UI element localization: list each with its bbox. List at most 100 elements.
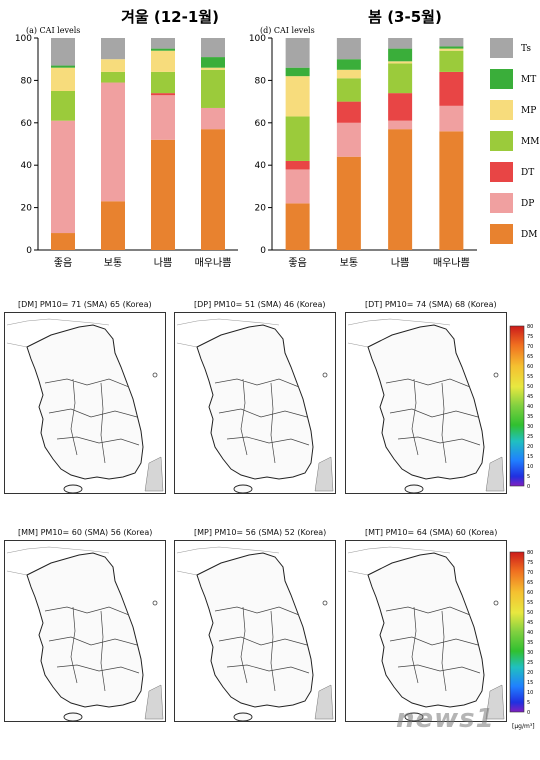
legend-swatch-dm: [490, 224, 513, 244]
map-title: [MP] PM10= 56 (SMA) 52 (Korea): [194, 528, 327, 537]
legend-label: DT: [521, 168, 534, 178]
bar-segment-mm: [201, 69, 225, 108]
bar-segment-mp: [285, 76, 310, 117]
province-lines: [214, 606, 310, 692]
bar-segment-mm: [101, 71, 125, 83]
legend-swatch-ts: [490, 38, 513, 58]
jeju-island: [63, 484, 83, 493]
korea-map: [176, 318, 334, 493]
bar-segment-dm: [285, 203, 310, 250]
bar-segment-dp: [201, 107, 225, 130]
map-title: [DP] PM10= 51 (SMA) 46 (Korea): [194, 300, 326, 309]
panel-label: (a) CAI levels: [26, 26, 80, 35]
colorbar-tick: 80: [527, 324, 533, 330]
colorbar-tick: 50: [527, 384, 533, 390]
north-outline: [6, 318, 110, 348]
korea-map: [6, 318, 164, 493]
colorbar-tick: 75: [527, 334, 533, 340]
bar-segment-mm: [336, 78, 361, 102]
ulleung-island: [493, 372, 499, 378]
winter-chart: 0 20 40 60 80 100 겨울 (12-1월) (a) CAI levels 좋음 보통…: [15, 8, 238, 269]
category-label: 보통: [340, 257, 358, 269]
colorbar-tick: 60: [527, 364, 533, 370]
japan-coast: [314, 456, 334, 492]
peninsula-outline: [26, 324, 144, 480]
jeju-island: [63, 712, 83, 721]
north-outline: [6, 546, 110, 576]
peninsula-outline: [26, 552, 144, 708]
colorbar-tick: 65: [527, 354, 533, 360]
colorbar-tick: 55: [527, 374, 533, 380]
bar-segment-mt: [388, 48, 413, 62]
colorbar-tick: 30: [527, 650, 533, 656]
ulleung-island: [152, 372, 158, 378]
colorbar-tick: 55: [527, 600, 533, 606]
japan-coast: [314, 684, 334, 720]
bar-segment-dm: [151, 139, 175, 250]
category-label: 매우나쁨: [195, 257, 232, 269]
korea-map: [347, 318, 505, 493]
peninsula-outline: [367, 324, 485, 480]
bar-segment-mt: [151, 48, 175, 51]
bar-segment-mm: [388, 63, 413, 94]
bar-segment-dp: [101, 82, 125, 202]
colorbar-tick: 35: [527, 640, 533, 646]
category-label: 보통: [104, 257, 122, 269]
north-outline: [347, 546, 451, 576]
bar-segment-dm: [51, 233, 75, 250]
map-title: [MT] PM10= 64 (SMA) 60 (Korea): [365, 528, 498, 537]
bar-segment-dm: [439, 131, 464, 250]
legend-swatch-mt: [490, 69, 513, 89]
cai-charts: 0 20 40 60 80 100 겨울 (12-1월) (a) CAI levels 좋음 보통…: [15, 8, 540, 269]
y-tick-label: 100: [15, 34, 32, 44]
province-lines: [44, 606, 140, 692]
y-tick-label: 60: [255, 119, 267, 129]
bar-segment-dm: [201, 129, 225, 250]
japan-coast: [485, 684, 505, 720]
colorbar-tick: 5: [527, 700, 530, 706]
y-tick-label: 40: [21, 161, 33, 171]
colorbar-tick: 70: [527, 570, 533, 576]
legend-swatch-mm: [490, 131, 513, 151]
colorbar-tick: 75: [527, 560, 533, 566]
bar-segment-mp: [336, 69, 361, 79]
spring-chart: 0 20 40 60 80 100 봄 (3-5월) (d) CAI levels 좋음 보통 나쁨…: [249, 8, 477, 269]
bar-segment-dp: [388, 120, 413, 130]
colorbar-tick: 45: [527, 394, 533, 400]
category-label: 좋음: [288, 257, 306, 269]
bar-segment-mt: [285, 67, 310, 77]
category-label: 좋음: [54, 257, 72, 269]
peninsula-outline: [196, 552, 314, 708]
y-tick-label: 60: [21, 119, 33, 129]
legend-swatch-mp: [490, 100, 513, 120]
colorbar-tick: 40: [527, 404, 533, 410]
map-title: [DT] PM10= 74 (SMA) 68 (Korea): [365, 300, 497, 309]
bar-segment-dt: [336, 101, 361, 123]
map-frame: [345, 312, 507, 494]
korea-map: [6, 546, 164, 721]
colorbar-tick: 70: [527, 344, 533, 350]
category-label: 나쁨: [154, 257, 172, 269]
bar-segment-dm: [101, 201, 125, 250]
bar-segment-dp: [439, 105, 464, 132]
bar-segment-dt: [151, 93, 175, 96]
colorbar-tick: 50: [527, 610, 533, 616]
colorbar-tick: 25: [527, 660, 533, 666]
colorbar-tick: 20: [527, 670, 533, 676]
colorbar-tick: 65: [527, 580, 533, 586]
ulleung-island: [152, 600, 158, 606]
bar-segment-mp: [388, 61, 413, 64]
category-label: 나쁨: [391, 257, 409, 269]
legend-label: MM: [521, 137, 539, 147]
legend-label: DP: [521, 199, 534, 209]
y-tick-label: 80: [21, 76, 33, 86]
bar-segment-mt: [439, 46, 464, 49]
colorbar-tick: 20: [527, 444, 533, 450]
province-lines: [44, 378, 140, 464]
colorbar-scale: [509, 325, 525, 487]
colorbar-unit: [μg/m³]: [512, 723, 535, 730]
y-tick-label: 100: [249, 34, 266, 44]
legend-label: Ts: [521, 44, 531, 54]
legend-label: MT: [521, 75, 536, 85]
jeju-island: [233, 484, 253, 493]
